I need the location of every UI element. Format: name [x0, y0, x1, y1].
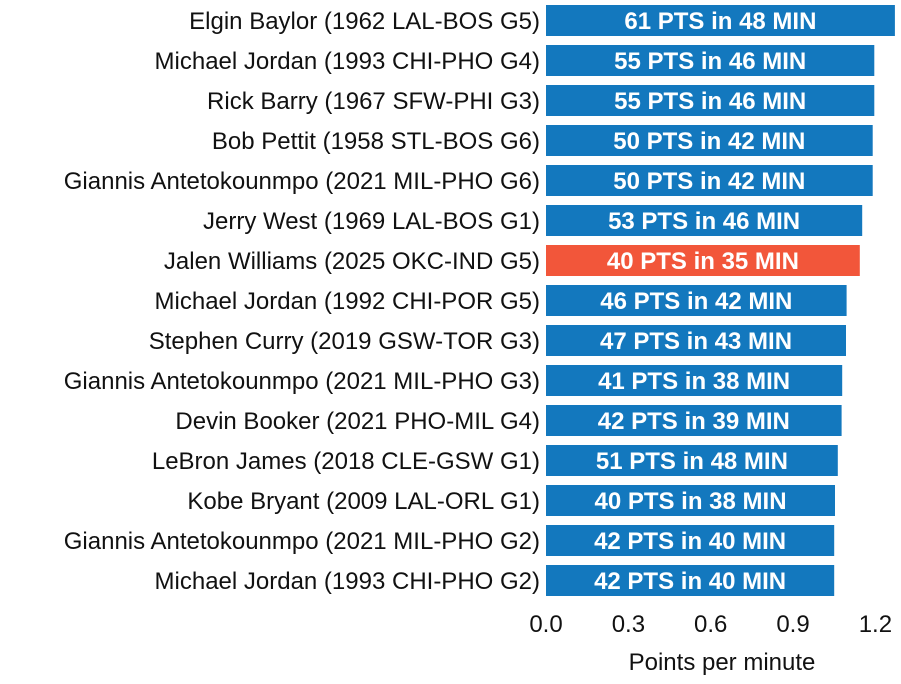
category-label: Giannis Antetokounmpo (2021 MIL-PHO G2)	[64, 528, 540, 555]
bar	[546, 405, 842, 436]
category-label: Devin Booker (2021 PHO-MIL G4)	[175, 408, 540, 435]
bar-value-labels: 61 PTS in 48 MIN 55 PTS in 46 MIN 55 PTS i…	[594, 8, 816, 595]
category-label: Michael Jordan (1993 CHI-PHO G2)	[155, 568, 540, 595]
bar-value-label: 42 PTS in 40 MIN	[594, 568, 786, 595]
x-axis-title: Points per minute	[629, 649, 816, 676]
x-axis-ticks: 0.0 0.3 0.6 0.9 1.2	[529, 611, 892, 638]
bar	[546, 325, 846, 356]
bar-value-label: 50 PTS in 42 MIN	[613, 168, 805, 195]
bar-value-label: 40 PTS in 38 MIN	[594, 488, 786, 515]
category-label: Bob Pettit (1958 STL-BOS G6)	[212, 128, 540, 155]
bar	[546, 5, 895, 36]
category-label: LeBron James (2018 CLE-GSW G1)	[152, 448, 540, 475]
bar-value-label: 42 PTS in 39 MIN	[598, 408, 790, 435]
bar	[546, 565, 835, 596]
bar-value-label: 41 PTS in 38 MIN	[598, 368, 790, 395]
bar	[546, 165, 873, 196]
bar-value-label: 50 PTS in 42 MIN	[613, 128, 805, 155]
category-label: Giannis Antetokounmpo (2021 MIL-PHO G6)	[64, 168, 540, 195]
x-tick-label: 0.9	[776, 611, 809, 638]
category-label: Elgin Baylor (1962 LAL-BOS G5)	[189, 8, 540, 35]
bar-highlighted	[546, 245, 860, 276]
category-labels: Elgin Baylor (1962 LAL-BOS G5) Michael Jo…	[64, 8, 540, 595]
bar	[546, 285, 847, 316]
bar-value-label: 42 PTS in 40 MIN	[594, 528, 786, 555]
bar	[546, 45, 875, 76]
category-label: Jerry West (1969 LAL-BOS G1)	[203, 208, 540, 235]
bar-value-label: 53 PTS in 46 MIN	[608, 208, 800, 235]
category-label: Michael Jordan (1992 CHI-POR G5)	[155, 288, 540, 315]
category-label: Jalen Williams (2025 OKC-IND G5)	[164, 248, 540, 275]
category-label: Giannis Antetokounmpo (2021 MIL-PHO G3)	[64, 368, 540, 395]
bar	[546, 125, 873, 156]
bar	[546, 365, 843, 396]
category-label: Michael Jordan (1993 CHI-PHO G4)	[155, 48, 540, 75]
bars-layer	[546, 5, 895, 596]
bar	[546, 445, 838, 476]
bar-value-label: 51 PTS in 48 MIN	[596, 448, 788, 475]
category-label: Rick Barry (1967 SFW-PHI G3)	[207, 88, 540, 115]
category-label: Stephen Curry (2019 GSW-TOR G3)	[149, 328, 540, 355]
bar-value-label: 46 PTS in 42 MIN	[600, 288, 792, 315]
bar-value-label: 55 PTS in 46 MIN	[614, 48, 806, 75]
bar	[546, 205, 863, 236]
bar	[546, 85, 875, 116]
x-tick-label: 1.2	[859, 611, 892, 638]
bar	[546, 485, 835, 516]
bar-value-label: 61 PTS in 48 MIN	[624, 8, 816, 35]
x-tick-label: 0.3	[612, 611, 645, 638]
x-tick-label: 0.0	[529, 611, 562, 638]
bar-value-label: 47 PTS in 43 MIN	[600, 328, 792, 355]
x-tick-label: 0.6	[694, 611, 727, 638]
bar-value-label: 40 PTS in 35 MIN	[607, 248, 799, 275]
bar	[546, 525, 835, 556]
bar-value-label: 55 PTS in 46 MIN	[614, 88, 806, 115]
category-label: Kobe Bryant (2009 LAL-ORL G1)	[187, 488, 540, 515]
